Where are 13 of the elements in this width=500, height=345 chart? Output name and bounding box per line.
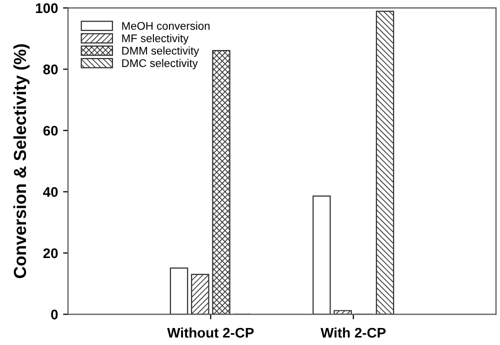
y-tick-label: 100 <box>36 3 58 14</box>
legend-label: DMM selectivity <box>122 46 200 57</box>
y-tick-label: 60 <box>43 126 58 136</box>
x-tick-label: With 2-CP <box>320 327 386 338</box>
y-axis-title: Conversion & Selectivity (%) <box>13 44 30 278</box>
legend-label: MeOH conversion <box>122 22 210 30</box>
y-tick-label: 80 <box>43 64 58 74</box>
y-tick-label: 20 <box>43 248 58 258</box>
legend-label: DMC selectivity <box>122 58 198 70</box>
legend-label: MF selectivity <box>122 34 189 44</box>
x-tick-label: Without 2-CP <box>167 327 254 338</box>
y-tick-label: 40 <box>43 187 58 197</box>
y-tick-label: 0 <box>51 310 58 320</box>
